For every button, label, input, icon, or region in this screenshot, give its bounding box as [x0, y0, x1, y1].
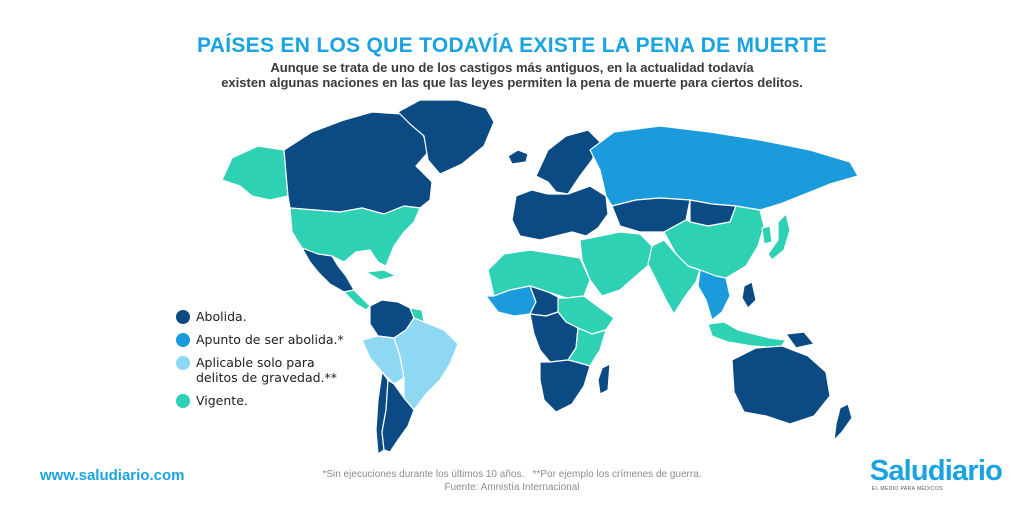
- region-korea: [761, 225, 773, 245]
- region-papua: [785, 331, 815, 349]
- footnote-2: **Por ejemplo los crímenes de guerra.: [532, 469, 702, 480]
- legend-label: Abolida.: [196, 309, 247, 324]
- region-southeast-asia: [697, 269, 731, 321]
- region-iceland: [507, 149, 529, 165]
- logo-wordmark: Saludiario: [869, 455, 1003, 487]
- website-link[interactable]: www.saludiario.com: [40, 467, 185, 484]
- region-middle-east: [579, 231, 653, 297]
- subtitle-line-1: Aunque se trata de uno de los castigos m…: [270, 60, 754, 75]
- region-alaska: [221, 145, 289, 201]
- region-brazil: [393, 317, 459, 411]
- region-india: [647, 239, 701, 315]
- legend-item-vigente: Vigente.: [176, 393, 344, 408]
- map-title: PAÍSES EN LOS QUE TODAVÍA EXISTE LA PENA…: [197, 34, 827, 57]
- region-southern-africa: [539, 359, 591, 413]
- legend-item-apunto: Apunto de ser abolida.*: [176, 332, 344, 347]
- region-canada: [283, 111, 433, 215]
- legend-item-abolida: Abolida.: [176, 309, 344, 324]
- legend-label: Aplicable solo para delitos de gravedad.…: [196, 355, 338, 385]
- legend-dot-aplicable: [176, 356, 190, 370]
- region-scandinavia: [535, 129, 601, 195]
- logo-tagline: EL MEDIO PARA MÉDICOS: [871, 486, 943, 492]
- region-russia: [589, 125, 859, 211]
- region-central-america: [343, 289, 371, 311]
- region-greenland: [397, 99, 495, 175]
- region-madagascar: [597, 363, 611, 395]
- region-europe: [511, 185, 609, 241]
- region-cuba: [365, 269, 397, 281]
- region-philippines: [741, 281, 757, 309]
- footnotes: *Sin ejecuciones durante los últimos 10 …: [60, 469, 964, 480]
- legend-item-aplicable: Aplicable solo para delitos de gravedad.…: [176, 355, 344, 385]
- legend-dot-apunto: [176, 333, 190, 347]
- footnote-1: *Sin ejecuciones durante los últimos 10 …: [322, 469, 525, 480]
- region-argentina: [381, 379, 415, 453]
- region-new-zealand: [833, 403, 853, 441]
- subtitle-line-2: existen algunas naciones en las que las …: [221, 75, 803, 90]
- legend-dot-vigente: [176, 394, 190, 408]
- legend-dot-abolida: [176, 310, 190, 324]
- source-note: Fuente: Amnistía Internacional: [444, 482, 580, 493]
- legend-label: Vigente.: [196, 393, 248, 408]
- legend-label: Apunto de ser abolida.*: [196, 332, 344, 347]
- region-indonesia: [707, 321, 787, 349]
- saludiario-logo: Saludiario EL MEDIO PARA MÉDICOS: [869, 455, 1003, 492]
- region-japan: [767, 213, 791, 261]
- region-australia: [731, 345, 831, 425]
- legend: Abolida. Apunto de ser abolida.* Aplicab…: [176, 309, 344, 416]
